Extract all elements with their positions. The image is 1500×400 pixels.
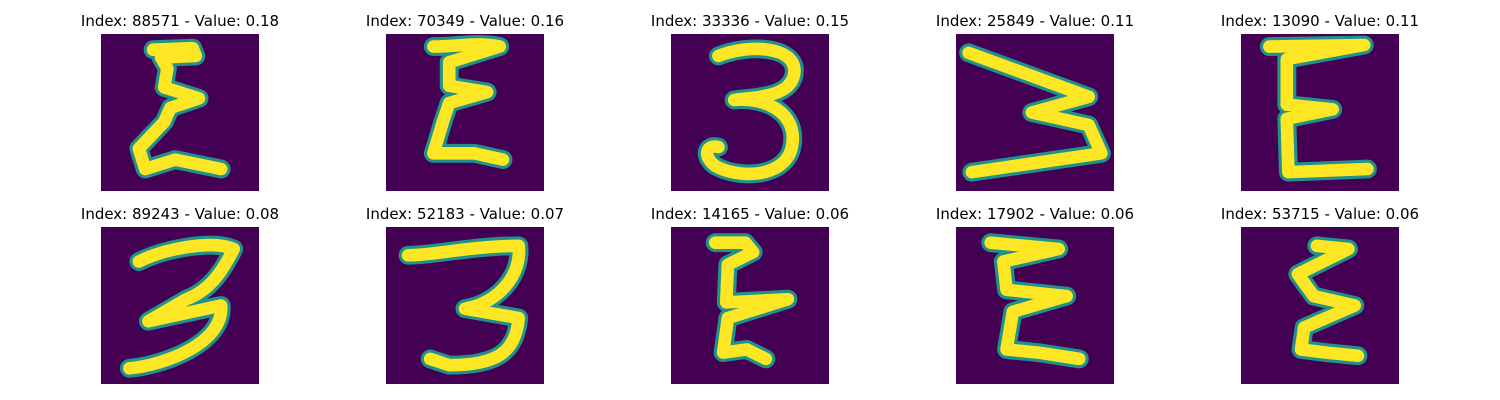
panel-title: Index: 17902 - Value: 0.06 bbox=[935, 205, 1135, 223]
panel-title: Index: 88571 - Value: 0.18 bbox=[80, 12, 280, 30]
panel-3: Index: 33336 - Value: 0.15 bbox=[630, 12, 870, 192]
glyph-stroke bbox=[1263, 38, 1374, 179]
glyph-stroke bbox=[708, 236, 795, 366]
panel-title: Index: 33336 - Value: 0.15 bbox=[650, 12, 850, 30]
digit-image bbox=[671, 34, 829, 191]
panel-title: Index: 53715 - Value: 0.06 bbox=[1220, 205, 1420, 223]
panel-title: Index: 89243 - Value: 0.08 bbox=[80, 205, 280, 223]
digit-image bbox=[101, 34, 259, 191]
digit-image bbox=[1241, 34, 1399, 191]
panel-title: Index: 14165 - Value: 0.06 bbox=[650, 205, 850, 223]
panel-title: Index: 52183 - Value: 0.07 bbox=[365, 205, 565, 223]
panel-4: Index: 25849 - Value: 0.11 bbox=[915, 12, 1155, 192]
digit-image bbox=[956, 227, 1114, 384]
digit-image bbox=[1241, 227, 1399, 384]
digit-image bbox=[386, 227, 544, 384]
panel-title: Index: 25849 - Value: 0.11 bbox=[935, 12, 1135, 30]
digit-image bbox=[386, 34, 544, 191]
panel-8: Index: 14165 - Value: 0.06 bbox=[630, 205, 870, 385]
glyph-stroke bbox=[984, 236, 1086, 366]
digit-image bbox=[956, 34, 1114, 191]
panel-2: Index: 70349 - Value: 0.16 bbox=[345, 12, 585, 192]
glyph-stroke bbox=[132, 41, 228, 176]
panel-10: Index: 53715 - Value: 0.06 bbox=[1200, 205, 1440, 385]
panel-title: Index: 13090 - Value: 0.11 bbox=[1220, 12, 1420, 30]
glyph-stroke bbox=[1291, 239, 1365, 363]
panel-6: Index: 89243 - Value: 0.08 bbox=[60, 205, 300, 385]
glyph-stroke bbox=[427, 38, 510, 166]
glyph-stroke bbox=[123, 238, 241, 375]
glyph-stroke bbox=[401, 239, 526, 372]
digit-image bbox=[671, 227, 829, 384]
glyph-stroke bbox=[962, 46, 1108, 179]
panel-9: Index: 17902 - Value: 0.06 bbox=[915, 205, 1155, 385]
panel-1: Index: 88571 - Value: 0.18 bbox=[60, 12, 300, 192]
digit-image bbox=[101, 227, 259, 384]
glyph-stroke bbox=[701, 42, 801, 181]
panel-5: Index: 13090 - Value: 0.11 bbox=[1200, 12, 1440, 192]
panel-7: Index: 52183 - Value: 0.07 bbox=[345, 205, 585, 385]
panel-title: Index: 70349 - Value: 0.16 bbox=[365, 12, 565, 30]
